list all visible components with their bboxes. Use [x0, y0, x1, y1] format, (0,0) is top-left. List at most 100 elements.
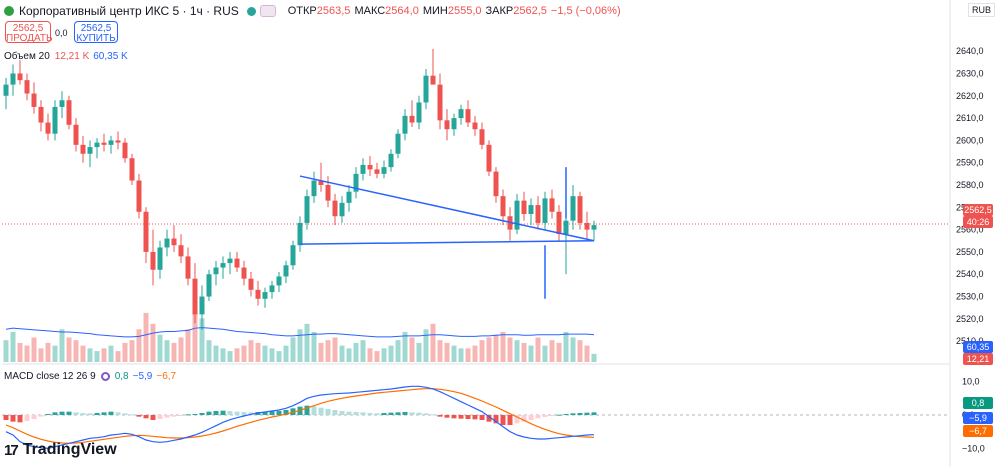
- volume-tag: 12,21 K: [963, 353, 993, 376]
- tradingview-mark-icon: 17: [4, 441, 19, 459]
- candle-body: [500, 196, 506, 217]
- macd-histogram-bar: [87, 413, 93, 415]
- brand-name: TradingView: [22, 441, 117, 458]
- volume-bar: [437, 340, 443, 362]
- macd-histogram-bar: [234, 411, 240, 415]
- macd-histogram-bar: [199, 413, 205, 415]
- volume-bar: [73, 340, 79, 362]
- settings-icon[interactable]: [259, 5, 276, 17]
- macd-histogram-bar: [374, 413, 380, 415]
- spread-value: 0,0: [55, 28, 68, 38]
- volume-legend[interactable]: Объем 20 12,21 K 60,35 K: [4, 51, 128, 62]
- macd-legend[interactable]: MACD close 12 26 9 0,8 −5,9 −6,7: [4, 371, 176, 382]
- volume-legend-value: 12,21 K: [54, 51, 90, 62]
- volume-ma-tag: 60,35 K: [963, 341, 993, 364]
- macd-histogram-bar: [17, 415, 23, 423]
- volume-legend-ma: 60,35 K: [93, 51, 128, 62]
- countdown-tag: 40:26: [963, 216, 993, 228]
- volume-bar: [479, 340, 485, 362]
- macd-histogram-bar: [500, 415, 506, 425]
- macd-histogram-bar: [227, 411, 233, 415]
- volume-bar: [584, 345, 590, 362]
- volume-bar: [311, 332, 317, 362]
- macd-histogram-bar: [318, 407, 324, 415]
- volume-bar: [178, 337, 184, 362]
- volume-bar: [17, 342, 23, 362]
- low-value: 2555,0: [447, 5, 482, 17]
- macd-histogram-bar: [31, 415, 37, 419]
- macd-histogram-bar: [290, 408, 296, 415]
- candle-body: [297, 222, 303, 246]
- candle-body: [87, 147, 93, 154]
- sell-button[interactable]: 2562,5 ПРОДАТЬ: [5, 21, 53, 44]
- candle-body: [171, 238, 177, 246]
- candle-body: [528, 205, 534, 214]
- macd-histogram-bar: [136, 415, 142, 417]
- buy-button[interactable]: 2562,5 КУПИТЬ: [74, 21, 118, 44]
- macd-histogram-bar: [66, 411, 72, 415]
- currency-label[interactable]: RUB: [967, 3, 995, 17]
- volume-ma-line: [5, 327, 595, 338]
- macd-histogram-bar: [213, 411, 219, 415]
- symbol-logo-icon: [4, 6, 14, 16]
- volume-bar: [416, 342, 422, 362]
- candle-body: [367, 164, 373, 170]
- price-tick-label: 2520,0: [956, 314, 984, 324]
- volume-bar: [514, 340, 520, 362]
- macd-histogram-bar: [248, 412, 254, 415]
- macd-histogram-bar: [129, 414, 135, 416]
- volume-bar: [87, 348, 93, 362]
- candle-body: [535, 205, 541, 223]
- macd-histogram-bar: [514, 415, 520, 424]
- triangle-lower-line: [299, 240, 595, 245]
- macd-histogram-bar: [220, 410, 226, 415]
- volume-bar: [304, 323, 310, 362]
- candle-body: [346, 191, 352, 203]
- market-status-icon: [246, 6, 256, 16]
- volume-legend-label: Объем 20: [4, 51, 50, 62]
- volume-bar: [122, 342, 128, 362]
- candle-body: [157, 247, 163, 270]
- candle-body: [178, 245, 184, 257]
- candle-body: [66, 100, 72, 125]
- candle-body: [451, 118, 457, 130]
- candle-body: [17, 73, 23, 81]
- candle-body: [339, 202, 345, 217]
- volume-bar: [556, 342, 562, 362]
- candle-body: [255, 289, 261, 299]
- macd-histogram-bar: [150, 415, 156, 420]
- candle-body: [584, 222, 590, 230]
- volume-bar: [423, 329, 429, 362]
- macd-histogram-bar: [570, 413, 576, 415]
- macd-histogram-bar: [59, 411, 65, 415]
- symbol-title[interactable]: Корпоративный центр ИКС 5 · 1ч · RUS: [19, 4, 239, 18]
- candle-body: [31, 93, 37, 107]
- macd-histogram-bar: [591, 412, 597, 415]
- chart-header: Корпоративный центр ИКС 5 · 1ч · RUS ОТК…: [4, 3, 621, 19]
- indicator-visibility-icon[interactable]: [100, 372, 110, 381]
- tradingview-logo[interactable]: 17 TradingView: [4, 441, 117, 459]
- candle-body: [430, 75, 436, 85]
- volume-bar: [283, 345, 289, 362]
- macd-histogram-bar: [143, 415, 149, 419]
- macd-histogram-bar: [10, 415, 16, 422]
- candle-body: [381, 167, 387, 174]
- candle-body: [570, 196, 576, 221]
- volume-bar: [59, 329, 65, 362]
- price-tick-label: 2590,0: [956, 158, 984, 168]
- buy-price: 2562,5: [80, 23, 112, 34]
- candle-body: [304, 196, 310, 223]
- volume-bar: [465, 348, 471, 362]
- candle-body: [549, 198, 555, 212]
- macd-signal-tag: −6,7: [963, 425, 993, 437]
- candle-body: [185, 256, 191, 279]
- candle-body: [486, 144, 492, 172]
- macd-signal-line: [5, 388, 595, 444]
- macd-legend-macd: −5,9: [132, 371, 153, 382]
- candle-body: [220, 263, 226, 268]
- macd-histogram-bar: [381, 413, 387, 415]
- volume-bar: [486, 337, 492, 362]
- macd-histogram-bar: [45, 414, 51, 415]
- macd-histogram-bar: [269, 411, 275, 415]
